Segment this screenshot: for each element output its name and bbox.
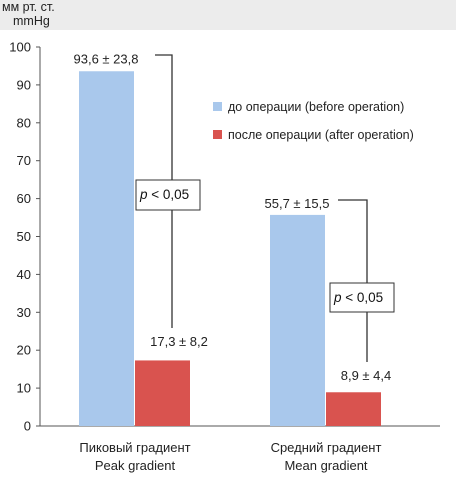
bar-after [135,360,190,426]
y-tick-label: 50 [17,229,31,244]
category-label-english: Peak gradient [95,458,176,473]
y-tick-label: 70 [17,153,31,168]
p-symbol: p [333,290,342,305]
legend-swatch-after [213,130,222,139]
p-value-label: p < 0,05 [333,290,383,305]
y-unit-russian: мм рт. ст. [2,0,55,14]
significance-bracket [338,199,368,283]
y-tick-label: 40 [17,267,31,282]
y-tick-label: 60 [17,191,31,206]
y-tick-label: 20 [17,343,31,358]
p-threshold: < 0,05 [342,290,384,305]
y-tick-label: 10 [17,381,31,396]
legend-label-before: до операции (before operation) [228,100,404,114]
bar-before [79,71,134,427]
category-label-russian: Средний градиент [271,440,382,455]
bar-after [326,392,381,426]
y-tick-label: 30 [17,305,31,320]
p-threshold: < 0,05 [148,187,190,202]
bar-before [270,214,325,426]
value-label: 55,7 ± 15,5 [265,196,330,211]
y-unit-english: mmHg [13,14,50,28]
y-tick-label: 100 [9,40,31,55]
y-tick-label: 80 [17,115,31,130]
value-label: 8,9 ± 4,4 [341,368,392,383]
value-label: 93,6 ± 23,8 [74,51,139,66]
y-tick-label: 90 [17,77,31,92]
p-value-box [329,282,395,313]
y-tick-label: 0 [24,419,31,434]
value-label: 17,3 ± 8,2 [150,334,208,349]
p-value-box [135,179,201,211]
unit-header [0,0,456,30]
legend-label-after: после операции (after operation) [228,128,414,142]
category-label-english: Mean gradient [284,458,367,473]
p-value-label: p < 0,05 [139,187,189,202]
significance-bracket [155,54,173,180]
legend-swatch-before [213,102,222,111]
category-label-russian: Пиковый градиент [79,440,190,455]
p-symbol: p [139,187,148,202]
